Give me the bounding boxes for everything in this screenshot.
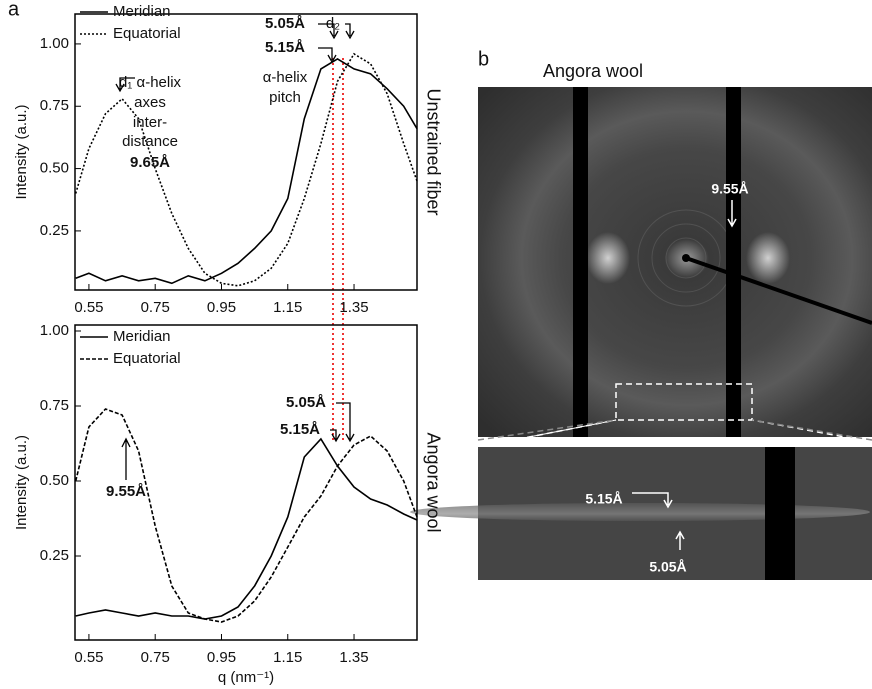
arrow	[318, 23, 339, 40]
annotation: distance	[122, 133, 178, 150]
annotation: axes	[134, 94, 166, 111]
x-tick-label: 1.15	[273, 649, 302, 666]
series-line	[75, 437, 418, 620]
y-axis-label: Intensity (a.u.)	[13, 104, 30, 199]
image-label: 5.15Å	[585, 491, 622, 507]
image-label: 5.05Å	[649, 559, 686, 575]
legend-label: Meridian	[113, 3, 171, 20]
panel-b	[410, 87, 872, 580]
x-tick-label: 0.95	[207, 649, 236, 666]
y-tick-label: 0.75	[40, 97, 69, 114]
x-tick-label: 0.55	[74, 299, 103, 316]
y-axis-label: Intensity (a.u.)	[13, 435, 30, 530]
annotation: α-helix	[263, 69, 308, 86]
annotation: d₁ α-helix	[119, 74, 182, 91]
x-tick-label: 1.35	[339, 649, 368, 666]
bar	[765, 447, 795, 580]
y-tick-label: 0.75	[40, 397, 69, 414]
annotation: 5.05Å	[286, 394, 326, 411]
x-axis-label: q (nm⁻¹)	[218, 669, 274, 686]
panel-title: Angora wool	[543, 61, 643, 81]
annotation: 5.05Å	[265, 15, 305, 32]
arrow	[318, 47, 337, 64]
beam-stop	[685, 256, 872, 325]
legend-label: Meridian	[113, 328, 171, 345]
x-tick-label: 0.75	[141, 299, 170, 316]
arrow	[345, 23, 355, 40]
x-tick-label: 1.15	[273, 299, 302, 316]
y-tick-label: 0.25	[40, 222, 69, 239]
panel-label: a	[8, 0, 20, 20]
plot-frame	[74, 13, 418, 291]
arrow	[330, 429, 341, 443]
x-tick-label: 0.95	[207, 299, 236, 316]
arrows	[632, 200, 737, 550]
arc	[410, 503, 870, 521]
y-tick-label: 1.00	[40, 35, 69, 52]
legend-label: Equatorial	[113, 25, 181, 42]
image-label: 9.55Å	[711, 181, 748, 197]
zoom-line	[751, 419, 872, 441]
bar	[573, 87, 588, 437]
y-tick-label: 0.50	[40, 160, 69, 177]
series-line	[75, 57, 418, 285]
zoom-line	[477, 419, 617, 448]
annotation: 9.65Å	[130, 154, 170, 171]
annotation: 9.55Å	[106, 483, 146, 500]
arrow	[336, 402, 355, 443]
diffraction-image	[478, 87, 872, 437]
plot-frame	[74, 324, 418, 641]
chart: 0.55 0.75 0.95 1.15 1.35 0.25 0.50 0.75 1.00 Inte…	[13, 3, 443, 316]
y-tick-label: 0.50	[40, 472, 69, 489]
spot	[586, 232, 630, 284]
annotation: inter-	[133, 114, 167, 131]
spot	[746, 232, 790, 284]
arrow	[115, 77, 135, 93]
zoom-box	[615, 383, 753, 421]
arrow	[121, 437, 131, 480]
beam-center	[682, 254, 690, 262]
side-label: Unstrained fiber	[423, 88, 443, 215]
legend-label: Equatorial	[113, 350, 181, 367]
annotation: 5.15Å	[280, 421, 320, 438]
panel-label: b	[478, 48, 489, 70]
series-line	[74, 52, 418, 287]
bar	[726, 87, 741, 437]
reference-lines	[332, 58, 344, 440]
y-tick-label: 1.00	[40, 322, 69, 339]
side-label: Angora wool	[423, 432, 443, 532]
chart: 0.55 0.75 0.95 1.15 1.35 0.25 0.50 0.75 1.00 Inte…	[13, 322, 443, 686]
x-tick-label: 0.75	[141, 649, 170, 666]
annotation: pitch	[269, 89, 301, 106]
x-tick-label: 1.35	[339, 299, 368, 316]
zoom-line	[477, 419, 617, 441]
y-tick-label: 0.25	[40, 547, 69, 564]
series-line	[74, 408, 418, 623]
x-tick-label: 0.55	[74, 649, 103, 666]
annotation: 5.15Å	[265, 39, 305, 56]
